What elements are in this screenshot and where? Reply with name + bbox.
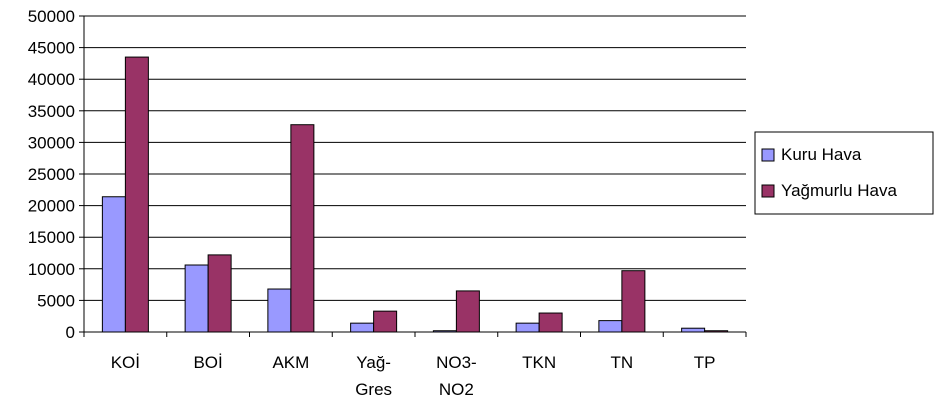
y-tick-label: 35000 [28,102,75,121]
y-tick-label: 45000 [28,39,75,58]
bars [101,56,729,333]
bar-kuru-hava [101,196,126,333]
bar-kuru-hava [350,322,375,333]
y-tick-labels: 0 5000 10000 15000 20000 25000 30000 35000 40000… [28,7,75,342]
x-tick-labels: KOİ BOİ AKM Yağ-Gres NO3-NO2 TKN TN TP [111,353,716,399]
x-tick-label: Yağ-Gres [355,353,392,399]
bar-yagmurlu-hava [373,310,398,333]
x-tick-label: BOİ [193,353,222,372]
y-tick-label: 50000 [28,7,75,26]
y-tick-label: 40000 [28,70,75,89]
bar-yagmurlu-hava [290,124,315,333]
x-tick-label: KOİ [111,353,140,372]
y-tick-label: 20000 [28,197,75,216]
x-tick-label: NO3-NO2 [436,353,477,399]
bar-yagmurlu-hava [538,312,563,333]
legend-label-kuru-hava: Kuru Hava [781,145,862,164]
axes [83,16,747,337]
bar-yagmurlu-hava [621,270,646,333]
x-tick-label: TN [611,353,634,372]
bar-kuru-hava [681,327,706,333]
legend-swatch-yagmurlu-hava [761,184,775,198]
legend: Kuru Hava Yağmurlu Hava [754,131,934,215]
bar-kuru-hava [184,264,209,333]
y-tick-label: 30000 [28,133,75,152]
bar-kuru-hava [515,322,540,333]
y-tick-label: 5000 [37,291,75,310]
legend-label-yagmurlu-hava: Yağmurlu Hava [781,181,897,200]
y-tick-label: 15000 [28,228,75,247]
legend-swatch-kuru-hava [761,148,775,162]
bar-yagmurlu-hava [124,56,149,333]
x-tick-label: TKN [522,353,556,372]
x-tick-label: AKM [272,353,309,372]
y-tick-label: 10000 [28,260,75,279]
bar-yagmurlu-hava [207,254,232,333]
bar-yagmurlu-hava [455,290,480,333]
bar-kuru-hava [598,320,623,333]
y-tick-label: 25000 [28,165,75,184]
bar-kuru-hava [267,288,292,333]
x-tick-label: TP [694,353,716,372]
y-tick-label: 0 [66,323,75,342]
legend-frame [754,131,934,215]
gridlines [79,15,746,333]
